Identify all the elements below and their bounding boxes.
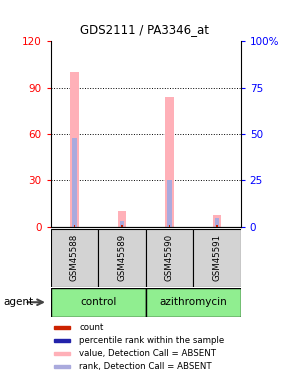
Bar (167, 180, 172, 227)
Bar (54, 326, 70, 328)
Text: GSM45588: GSM45588 (70, 234, 79, 281)
Bar (118, 211, 126, 227)
Bar (168, 225, 171, 227)
Bar (165, 97, 174, 227)
Bar (72, 138, 77, 227)
Text: GSM45591: GSM45591 (213, 234, 222, 281)
Text: azithromycin: azithromycin (159, 297, 227, 307)
Text: GSM45589: GSM45589 (117, 234, 126, 281)
Text: percentile rank within the sample: percentile rank within the sample (79, 336, 224, 345)
Bar (54, 339, 70, 342)
Bar (146, 229, 193, 287)
Bar (70, 72, 79, 227)
Bar (51, 229, 98, 287)
Bar (74, 225, 75, 227)
Text: control: control (80, 297, 116, 307)
Bar (146, 288, 241, 317)
Bar (51, 288, 146, 317)
Bar (193, 229, 241, 287)
Bar (54, 365, 70, 368)
Text: GSM45590: GSM45590 (165, 234, 174, 281)
Text: rank, Detection Call = ABSENT: rank, Detection Call = ABSENT (79, 362, 212, 371)
Bar (98, 229, 146, 287)
Text: GDS2111 / PA3346_at: GDS2111 / PA3346_at (81, 22, 209, 36)
Bar (215, 217, 219, 227)
Bar (213, 214, 221, 227)
Text: agent: agent (3, 297, 33, 307)
Bar (54, 352, 70, 355)
Bar (119, 221, 124, 227)
Text: value, Detection Call = ABSENT: value, Detection Call = ABSENT (79, 349, 216, 358)
Bar (216, 225, 218, 227)
Text: count: count (79, 322, 104, 332)
Bar (121, 225, 123, 227)
